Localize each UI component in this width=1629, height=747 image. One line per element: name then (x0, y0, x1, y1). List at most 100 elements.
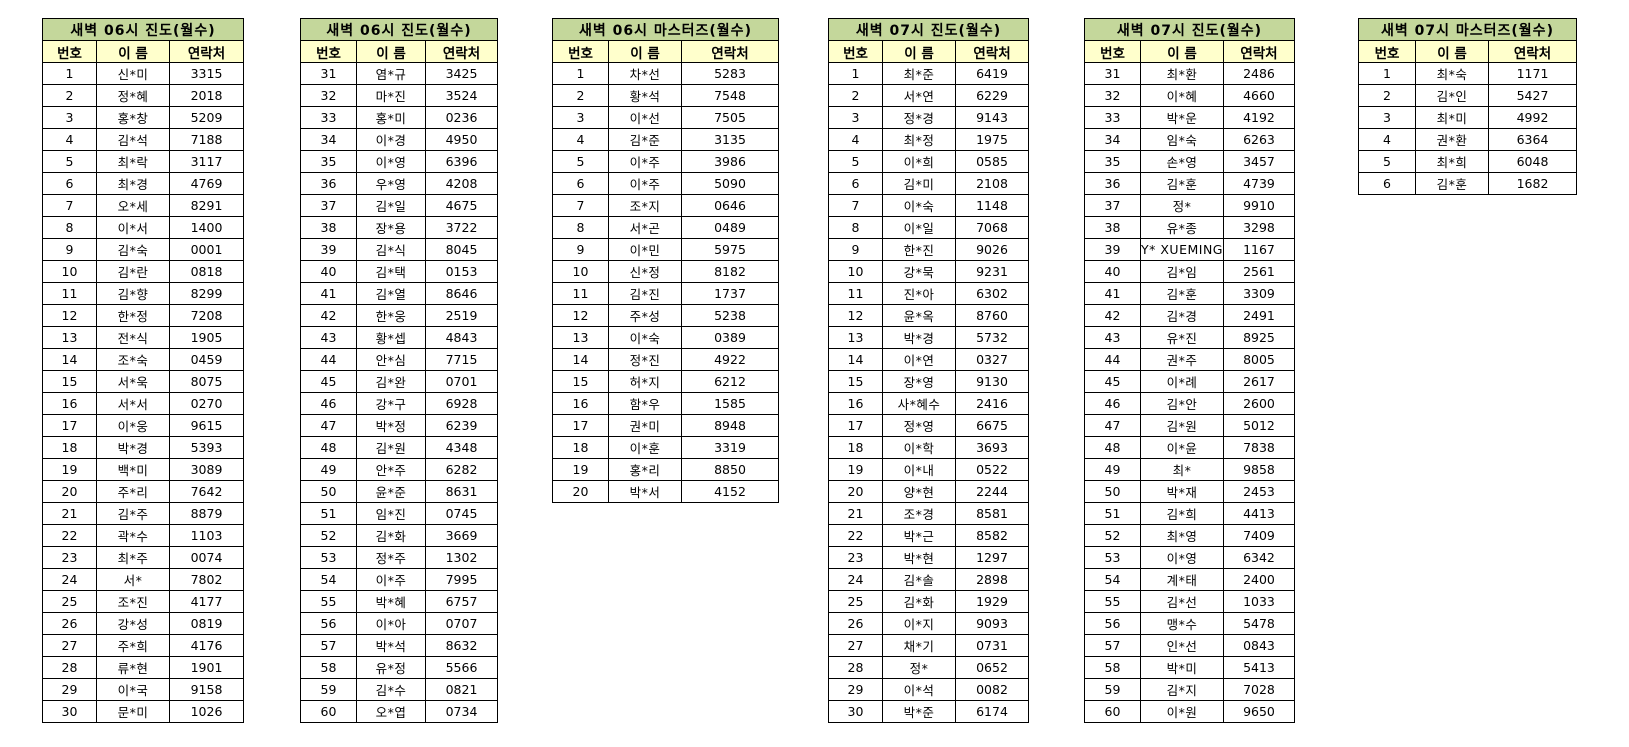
number-cell[interactable]: 49 (300, 458, 357, 481)
contact-cell[interactable]: 4843 (425, 326, 498, 349)
name-cell[interactable]: 주*리 (96, 480, 170, 503)
name-cell[interactable]: 최*준 (882, 62, 956, 85)
name-cell[interactable]: 양*현 (882, 480, 956, 503)
name-cell[interactable]: 박*혜 (356, 590, 426, 613)
contact-cell[interactable]: 2486 (1222, 62, 1295, 85)
name-cell[interactable]: 최*경 (96, 172, 170, 195)
contact-cell[interactable]: 5427 (1488, 84, 1577, 107)
name-cell[interactable]: 이*서 (96, 216, 170, 239)
name-cell[interactable]: 김*선 (1140, 590, 1224, 613)
name-cell[interactable]: 이*희 (882, 150, 956, 173)
number-cell[interactable]: 18 (828, 436, 883, 459)
name-cell[interactable]: 서*연 (882, 84, 956, 107)
number-cell[interactable]: 17 (828, 414, 883, 437)
name-cell[interactable]: 이*혜 (1140, 84, 1224, 107)
name-cell[interactable]: 박*정 (356, 414, 426, 437)
number-cell[interactable]: 38 (300, 216, 357, 239)
number-cell[interactable]: 23 (828, 546, 883, 569)
number-cell[interactable]: 1 (552, 62, 609, 85)
number-cell[interactable]: 12 (42, 304, 97, 327)
contact-cell[interactable]: 0745 (425, 502, 498, 525)
contact-cell[interactable]: 6239 (425, 414, 498, 437)
name-cell[interactable]: 오*엽 (356, 700, 426, 723)
name-cell[interactable]: 조*경 (882, 502, 956, 525)
contact-cell[interactable]: 2416 (955, 392, 1029, 415)
contact-cell[interactable]: 1167 (1222, 238, 1295, 261)
contact-cell[interactable]: 4152 (681, 480, 779, 503)
name-cell[interactable]: 김*향 (96, 282, 170, 305)
name-cell[interactable]: 이*지 (882, 612, 956, 635)
contact-cell[interactable]: 2453 (1222, 480, 1295, 503)
contact-cell[interactable]: 7995 (425, 568, 498, 591)
name-cell[interactable]: 김*진 (608, 282, 682, 305)
name-cell[interactable]: 인*선 (1140, 634, 1224, 657)
number-cell[interactable]: 7 (552, 194, 609, 217)
contact-cell[interactable]: 0153 (425, 260, 498, 283)
name-cell[interactable]: 진*아 (882, 282, 956, 305)
name-cell[interactable]: 김*미 (882, 172, 956, 195)
contact-cell[interactable]: 7028 (1222, 678, 1295, 701)
number-cell[interactable]: 15 (42, 370, 97, 393)
number-cell[interactable]: 9 (828, 238, 883, 261)
number-cell[interactable]: 4 (828, 128, 883, 151)
name-cell[interactable]: 유*종 (1140, 216, 1224, 239)
name-cell[interactable]: 정*혜 (96, 84, 170, 107)
name-cell[interactable]: 김*숙 (96, 238, 170, 261)
number-cell[interactable]: 19 (828, 458, 883, 481)
contact-cell[interactable]: 5012 (1222, 414, 1295, 437)
name-cell[interactable]: 유*정 (356, 656, 426, 679)
name-cell[interactable]: 김*인 (1415, 84, 1489, 107)
number-cell[interactable]: 4 (552, 128, 609, 151)
name-cell[interactable]: 최*미 (1415, 106, 1489, 129)
name-cell[interactable]: 김*열 (356, 282, 426, 305)
number-cell[interactable]: 10 (552, 260, 609, 283)
contact-cell[interactable]: 5566 (425, 656, 498, 679)
name-cell[interactable]: 이*훈 (608, 436, 682, 459)
name-cell[interactable]: 강*구 (356, 392, 426, 415)
number-cell[interactable]: 22 (42, 524, 97, 547)
name-cell[interactable]: 이*주 (608, 172, 682, 195)
number-cell[interactable]: 59 (300, 678, 357, 701)
contact-cell[interactable]: 9615 (169, 414, 244, 437)
name-cell[interactable]: 허*지 (608, 370, 682, 393)
contact-cell[interactable]: 1929 (955, 590, 1029, 613)
contact-cell[interactable]: 8075 (169, 370, 244, 393)
contact-cell[interactable]: 0389 (681, 326, 779, 349)
name-cell[interactable]: 정* (1140, 194, 1224, 217)
number-cell[interactable]: 46 (300, 392, 357, 415)
number-cell[interactable]: 4 (1358, 128, 1416, 151)
contact-cell[interactable]: 7208 (169, 304, 244, 327)
name-cell[interactable]: 한*웅 (356, 304, 426, 327)
number-cell[interactable]: 16 (42, 392, 97, 415)
contact-cell[interactable]: 5478 (1222, 612, 1295, 635)
name-cell[interactable]: 김*안 (1140, 392, 1224, 415)
name-cell[interactable]: 서*서 (96, 392, 170, 415)
number-cell[interactable]: 3 (1358, 106, 1416, 129)
name-cell[interactable]: 박*경 (96, 436, 170, 459)
number-cell[interactable]: 28 (42, 656, 97, 679)
contact-cell[interactable]: 4177 (169, 590, 244, 613)
contact-cell[interactable]: 2561 (1222, 260, 1295, 283)
contact-cell[interactable]: 4769 (169, 172, 244, 195)
number-cell[interactable]: 11 (828, 282, 883, 305)
name-cell[interactable]: 정*영 (882, 414, 956, 437)
number-cell[interactable]: 19 (42, 458, 97, 481)
number-cell[interactable]: 38 (1084, 216, 1141, 239)
name-cell[interactable]: 이*웅 (96, 414, 170, 437)
contact-cell[interactable]: 3135 (681, 128, 779, 151)
number-cell[interactable]: 10 (828, 260, 883, 283)
number-cell[interactable]: 6 (42, 172, 97, 195)
name-cell[interactable]: 임*진 (356, 502, 426, 525)
contact-cell[interactable]: 7838 (1222, 436, 1295, 459)
number-cell[interactable]: 24 (42, 568, 97, 591)
name-cell[interactable]: 곽*수 (96, 524, 170, 547)
number-cell[interactable]: 25 (828, 590, 883, 613)
number-cell[interactable]: 40 (300, 260, 357, 283)
contact-cell[interactable]: 3457 (1222, 150, 1295, 173)
number-cell[interactable]: 54 (1084, 568, 1141, 591)
number-cell[interactable]: 27 (828, 634, 883, 657)
contact-cell[interactable]: 2400 (1222, 568, 1295, 591)
contact-cell[interactable]: 0236 (425, 106, 498, 129)
number-cell[interactable]: 39 (300, 238, 357, 261)
number-cell[interactable]: 8 (42, 216, 97, 239)
